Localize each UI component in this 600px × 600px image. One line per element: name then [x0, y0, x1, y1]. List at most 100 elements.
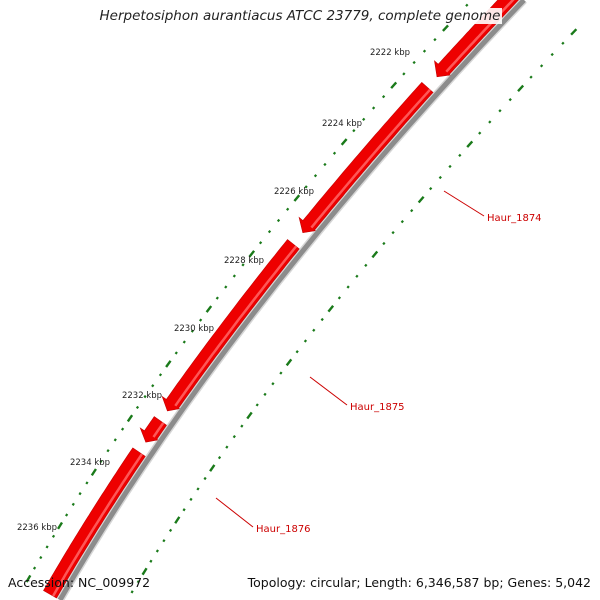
inner-tick-track — [25, 3, 469, 583]
gene-arrow-highlight — [174, 245, 298, 407]
gene-label[interactable]: Haur_1876 — [256, 524, 311, 535]
inner-tick-mark — [120, 427, 125, 431]
inner-tick-mark — [85, 481, 89, 485]
ruler-label: 2232 kbp — [122, 391, 162, 401]
ruler-label: 2228 kbp — [224, 256, 264, 266]
inner-tick-mark — [286, 207, 290, 211]
inner-tick-mark — [352, 129, 356, 133]
inner-tick-mark — [182, 340, 186, 344]
inner-tick-mark — [402, 72, 406, 76]
outer-tick-mark — [279, 371, 283, 375]
outer-tick-mark — [232, 434, 236, 439]
gene-arrow-highlight — [52, 453, 143, 597]
outer-tick-mark — [168, 528, 173, 532]
ruler-label: 2224 kbp — [322, 119, 362, 129]
inner-tick-mark — [224, 285, 228, 289]
outer-tick-mark — [203, 476, 207, 481]
genome-backbone — [57, 0, 526, 600]
inner-tick-mark — [241, 263, 245, 267]
inner-tick-mark — [32, 566, 37, 570]
outer-tick-mark — [337, 296, 342, 300]
gene-leader-line — [443, 190, 485, 217]
inner-tick-mark — [126, 414, 134, 423]
inner-tick-mark — [313, 174, 318, 178]
outer-tick-mark — [327, 304, 335, 313]
inner-tick-mark — [199, 318, 203, 322]
outer-tick-mark — [209, 464, 216, 472]
inner-tick-mark — [465, 3, 469, 7]
outer-tick-mark — [263, 392, 267, 396]
outer-tick-mark — [517, 84, 525, 92]
gene-label[interactable]: Haur_1874 — [487, 213, 542, 224]
inner-tick-mark — [25, 574, 32, 583]
ruler-labels: 2222 kbp 2224 kbp 2226 kbp 2228 kbp 2230 kbp… — [17, 48, 410, 533]
inner-tick-mark — [215, 296, 219, 300]
inner-tick-mark — [332, 151, 337, 155]
inner-tick-mark — [412, 60, 416, 65]
outer-tick-mark — [240, 424, 244, 428]
outer-tick-mark — [303, 339, 308, 343]
inner-tick-mark — [174, 351, 178, 355]
outer-tick-mark — [285, 358, 293, 367]
inner-tick-mark — [39, 555, 43, 560]
gene-arrow[interactable] — [161, 239, 300, 412]
gene-leader-line — [309, 376, 348, 406]
gene-arrow-highlight — [445, 0, 515, 73]
accession-text: Accession: NC_009972 — [8, 575, 151, 590]
outer-tick-mark — [295, 350, 299, 354]
inner-tick-mark — [106, 449, 110, 453]
outer-tick-mark — [149, 559, 153, 563]
gene-arrow-highlight — [310, 88, 431, 229]
outer-tick-mark — [550, 52, 554, 57]
inner-tick-mark — [205, 305, 213, 313]
gene-label[interactable]: Haur_1875 — [350, 402, 405, 413]
outer-tick-mark — [429, 186, 433, 191]
outer-tick-mark — [271, 382, 275, 386]
gene-arrow-highlight — [152, 422, 165, 438]
inner-tick-mark — [45, 545, 49, 549]
ruler-label: 2234 kbp — [70, 458, 110, 468]
gene-track — [43, 0, 519, 599]
outer-tick-mark — [355, 274, 359, 278]
inner-tick-mark — [90, 468, 97, 477]
outer-tick-mark — [189, 497, 193, 501]
inner-tick-mark — [340, 138, 348, 146]
outer-tick-mark — [182, 508, 186, 512]
inner-tick-mark — [232, 274, 236, 278]
outer-tick-mark — [488, 120, 492, 124]
inner-tick-mark — [158, 373, 163, 377]
inner-tick-mark — [442, 24, 449, 32]
outer-tick-mark — [466, 140, 474, 148]
outer-tick-mark — [400, 219, 404, 224]
outer-tick-mark — [498, 109, 502, 113]
outer-tick-mark — [320, 317, 324, 322]
outer-tick-mark — [141, 567, 148, 576]
inner-tick-mark — [65, 513, 69, 517]
outer-tick-mark — [371, 250, 379, 259]
map-title: Herpetosiphon aurantiacus ATCC 23779, co… — [97, 8, 503, 24]
inner-tick-mark — [99, 459, 103, 464]
outer-tick-mark — [312, 328, 316, 332]
inner-tick-mark — [51, 534, 56, 538]
inner-tick-mark — [248, 250, 256, 258]
outer-tick-mark — [438, 175, 442, 180]
inner-tick-mark — [267, 229, 272, 234]
outer-tick-mark — [136, 580, 140, 584]
outer-tick-mark — [448, 164, 452, 169]
inner-tick-mark — [71, 502, 75, 506]
outer-tick-mark — [410, 209, 414, 213]
outer-tick-mark — [561, 41, 565, 45]
outer-tick-mark — [364, 263, 368, 267]
inner-tick-mark — [78, 492, 82, 496]
inner-tick-mark — [381, 95, 386, 99]
ruler-label: 2222 kbp — [370, 48, 410, 58]
inner-tick-mark — [276, 218, 281, 223]
outer-tick-mark — [478, 131, 482, 135]
inner-tick-mark — [57, 521, 64, 530]
gene-arrow[interactable] — [298, 81, 434, 234]
inner-tick-mark — [293, 194, 301, 202]
gene-arrow[interactable] — [139, 416, 167, 443]
outer-tick-mark — [382, 241, 386, 246]
